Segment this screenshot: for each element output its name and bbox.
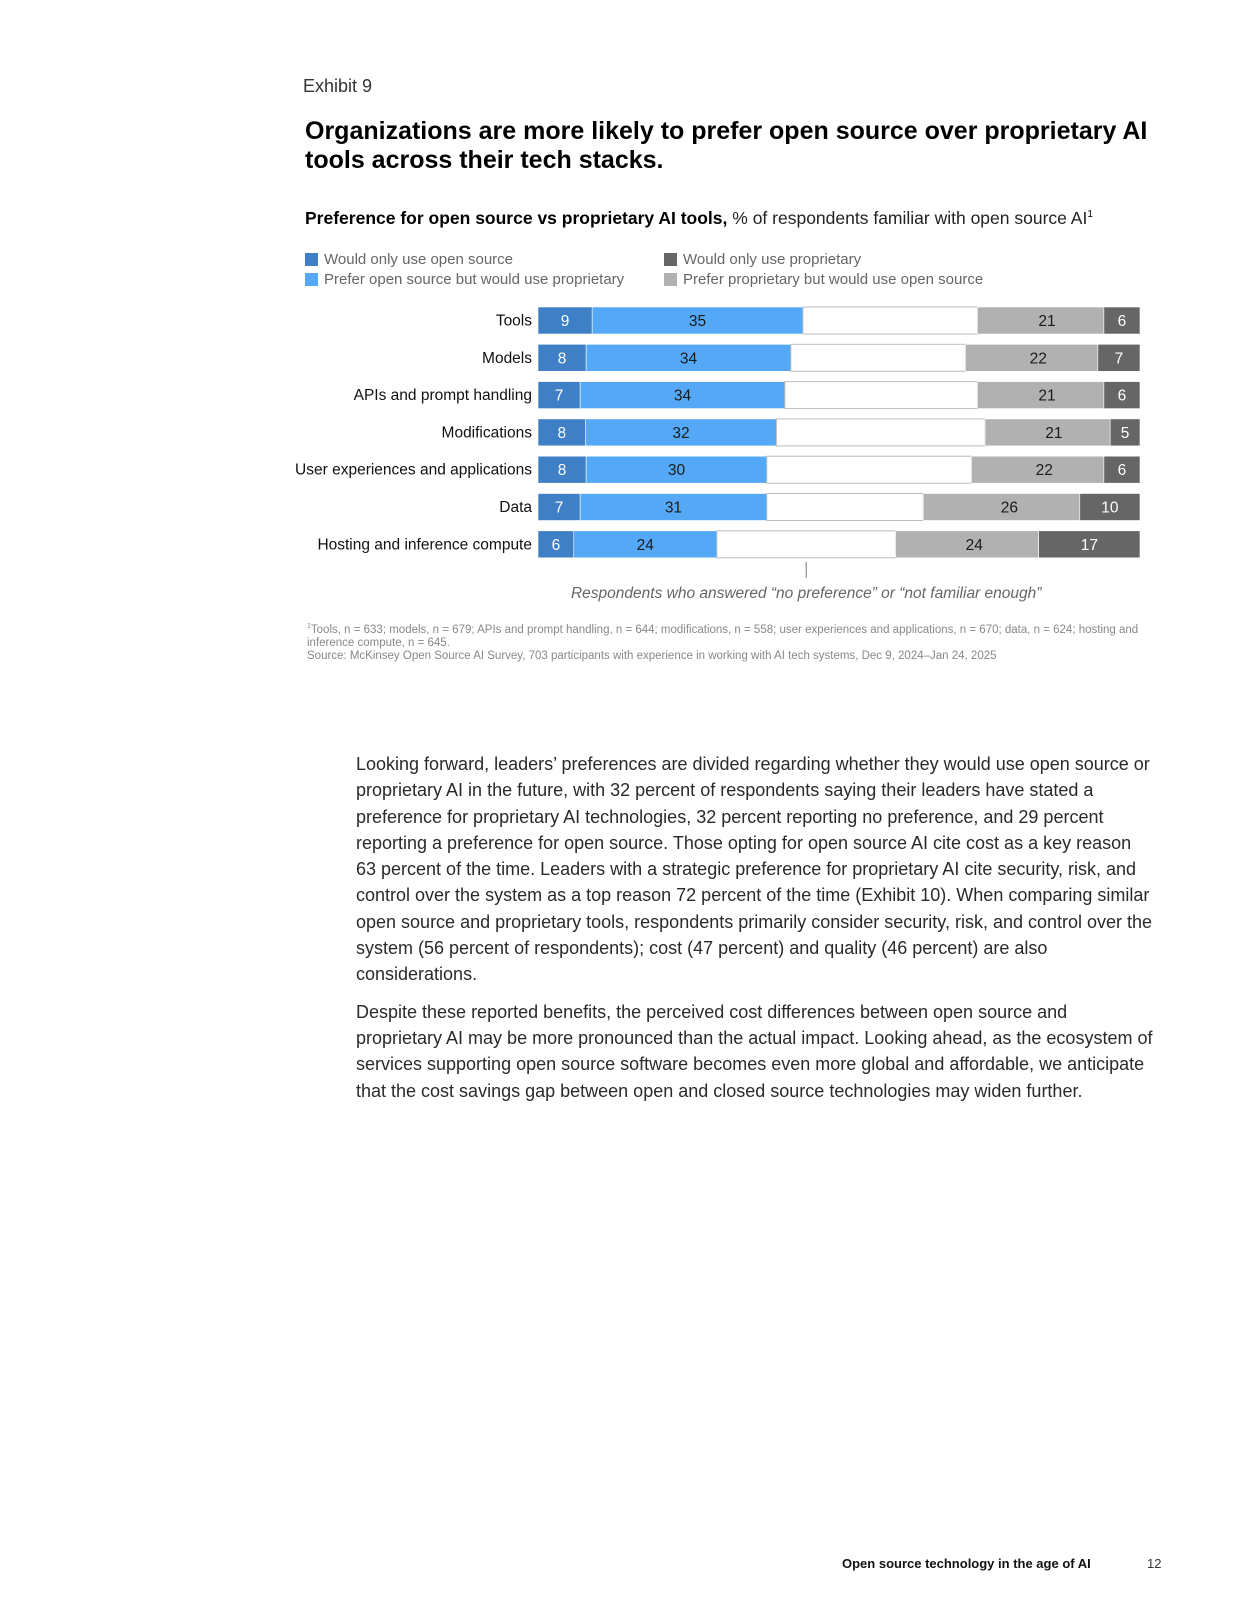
legend-label-only-prop: Would only use proprietary <box>683 251 862 268</box>
bar-segment-no_pref <box>802 306 978 335</box>
footnote: 1Tools, n = 633; models, n = 679; APIs a… <box>307 623 1147 663</box>
bar-segment-no_pref <box>716 530 897 559</box>
data-label-prefer_prop: 26 <box>1001 500 1018 517</box>
bar-segment-no_pref <box>784 381 978 410</box>
bar-segment-only_open <box>537 418 586 447</box>
exhibit-label: Exhibit 9 <box>303 76 373 96</box>
legend-swatch-only-prop <box>664 253 677 266</box>
legend-label-only-open: Would only use open source <box>324 251 514 268</box>
category-label: Models <box>482 350 532 367</box>
headline: Organizations are more likely to prefer … <box>305 117 1148 174</box>
bar-segment-prefer_open <box>579 381 786 409</box>
footnote-line: 1Tools, n = 633; models, n = 679; APIs a… <box>307 623 1147 650</box>
bar-segment-only_prop <box>1079 493 1141 521</box>
bar-segment-only_open <box>537 530 575 559</box>
bar-segment-no_pref <box>766 455 972 484</box>
data-label-only_open: 6 <box>552 537 561 554</box>
bar-segment-prefer_open <box>573 530 718 559</box>
bar-segment-only_open <box>537 455 587 484</box>
bar-segment-only_open <box>537 343 587 372</box>
category-label: Modifications <box>442 424 533 441</box>
footnote-source: Source: McKinsey Open Source AI Survey, … <box>307 650 997 662</box>
bar-segment-prefer_prop <box>965 343 1099 372</box>
footer-title: Open source technology in the age of AI <box>842 1556 1091 1571</box>
category-label: Tools <box>496 313 532 330</box>
category-label: User experiences and applications <box>295 462 532 479</box>
data-label-prefer_open: 35 <box>689 313 706 330</box>
data-label-only_open: 7 <box>555 388 564 405</box>
bar-segment-prefer_prop <box>977 381 1105 409</box>
data-label-prefer_open: 34 <box>674 388 692 405</box>
category-label: APIs and prompt handling <box>354 387 532 404</box>
data-label-prefer_prop: 22 <box>1030 350 1047 367</box>
legend-swatch-only-open <box>305 253 318 266</box>
bar-segment-no_pref <box>775 418 986 447</box>
data-label-prefer_open: 30 <box>668 462 686 479</box>
data-label-only_prop: 10 <box>1101 500 1119 517</box>
bar-segment-only_prop <box>1103 455 1141 484</box>
body-paragraph-1: Looking forward, leaders’ preferences ar… <box>356 754 1153 985</box>
bar-segment-prefer_open <box>591 306 804 335</box>
data-label-only_open: 8 <box>558 462 567 479</box>
stacked-bar-chart: Tools 9 35 21 6 Models 8 34 22 7 APIs and prompt h… <box>295 306 1141 602</box>
chart-subtitle-rest: % of respondents familiar with open sour… <box>727 208 1088 228</box>
bar-segment-only_open <box>537 306 593 335</box>
legend-swatch-prefer-open <box>305 273 318 286</box>
bar-segment-prefer_prop <box>984 418 1111 447</box>
legend-prefer-prop: Prefer proprietary but would use open so… <box>664 271 983 288</box>
data-label-prefer_prop: 22 <box>1036 462 1053 479</box>
legend-prefer-open: Prefer open source but would use proprie… <box>305 271 624 288</box>
data-label-only_open: 8 <box>558 425 567 442</box>
bar-segment-no_pref <box>790 343 966 372</box>
bar-segment-only_prop <box>1097 343 1141 372</box>
bar-segment-only_prop <box>1103 381 1141 409</box>
data-label-only_open: 8 <box>558 350 567 367</box>
data-label-only_prop: 6 <box>1118 388 1127 405</box>
body-paragraph-2: Despite these reported benefits, the per… <box>356 1001 1153 1101</box>
data-label-prefer_prop: 21 <box>1045 425 1062 442</box>
footnote-mark: 1 <box>307 623 311 631</box>
data-label-only_prop: 6 <box>1118 462 1127 479</box>
body-text: Looking forward, leaders’ preferences ar… <box>356 751 1156 1115</box>
chart-subtitle-footnote-mark: 1 <box>1087 209 1093 221</box>
category-label: Data <box>499 499 532 516</box>
data-label-prefer_open: 24 <box>637 537 655 554</box>
bar-segment-only_prop <box>1103 306 1141 335</box>
data-label-prefer_prop: 21 <box>1038 388 1055 405</box>
bar-segment-only_prop <box>1038 530 1141 559</box>
page-number: 12 <box>1147 1556 1162 1571</box>
data-label-prefer_open: 34 <box>680 350 698 367</box>
data-label-only_open: 7 <box>555 500 564 517</box>
bar-segment-prefer_prop <box>977 306 1105 335</box>
legend-swatch-prefer-prop <box>664 273 677 286</box>
data-label-prefer_open: 32 <box>672 425 689 442</box>
bar-segment-prefer_prop <box>971 455 1105 484</box>
data-label-prefer_open: 31 <box>665 500 682 517</box>
footnote-sample-sizes: Tools, n = 633; models, n = 679; APIs an… <box>307 624 1139 649</box>
legend-label-prefer-prop: Prefer proprietary but would use open so… <box>683 271 984 288</box>
legend-label-prefer-open: Prefer open source but would use proprie… <box>324 271 625 288</box>
data-label-only_prop: 17 <box>1081 537 1098 554</box>
data-label-only_prop: 6 <box>1118 313 1127 330</box>
data-label-only_prop: 5 <box>1121 425 1130 442</box>
data-label-prefer_prop: 21 <box>1038 313 1055 330</box>
data-label-only_prop: 7 <box>1115 350 1124 367</box>
bar-segment-prefer_open <box>585 455 768 484</box>
data-label-only_open: 9 <box>561 313 570 330</box>
bar-segment-prefer_open <box>585 418 777 447</box>
annotation-text: Respondents who answered “no preference”… <box>571 585 1042 602</box>
bar-segment-prefer_open <box>585 343 792 372</box>
bar-segment-only_open <box>537 493 581 521</box>
legend-only-prop: Would only use proprietary <box>664 251 861 268</box>
bar-segment-only_prop <box>1109 418 1141 447</box>
chart-subtitle: Preference for open source vs proprietar… <box>305 208 1093 229</box>
chart-subtitle-bold: Preference for open source vs proprietar… <box>305 208 728 228</box>
category-label: Hosting and inference compute <box>317 536 532 553</box>
legend-only-open: Would only use open source <box>305 251 513 268</box>
bar-segment-only_open <box>537 381 581 409</box>
data-label-prefer_prop: 24 <box>966 537 984 554</box>
bar-segment-no_pref <box>766 493 924 521</box>
